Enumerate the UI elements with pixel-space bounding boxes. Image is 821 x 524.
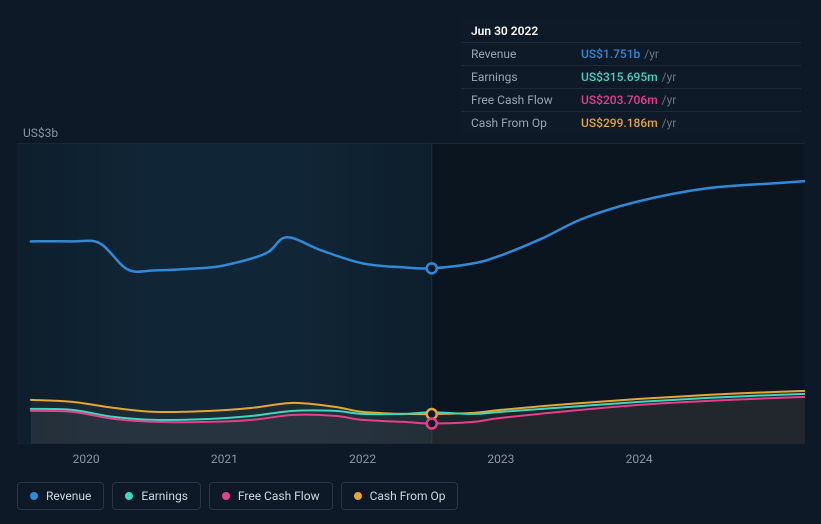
x-tick-2020: 2020 bbox=[73, 452, 100, 466]
tooltip-row-label: Cash From Op bbox=[471, 116, 581, 130]
tooltip-row: Cash From OpUS$299.186m/yr bbox=[461, 112, 801, 134]
tooltip-row-unit: /yr bbox=[644, 47, 659, 61]
x-tick-2023: 2023 bbox=[487, 452, 514, 466]
tooltip-row-value: US$299.186m bbox=[581, 116, 658, 130]
tooltip-row-label: Revenue bbox=[471, 47, 581, 61]
y-tick-label-top: US$3b bbox=[23, 126, 58, 140]
tooltip-row: Free Cash FlowUS$203.706m/yr bbox=[461, 89, 801, 112]
tooltip-row-unit: /yr bbox=[662, 70, 677, 84]
legend-dot-icon bbox=[222, 492, 230, 500]
legend-dot-icon bbox=[30, 492, 38, 500]
tooltip-row-value: US$1.751b bbox=[581, 47, 640, 61]
chart-legend: Revenue Earnings Free Cash Flow Cash From O… bbox=[17, 482, 458, 510]
chart-container: US$3b US$0 Past Analysts Forecasts 2020 … bbox=[0, 0, 821, 524]
legend-item-label: Earnings bbox=[141, 489, 188, 503]
tooltip-row: RevenueUS$1.751b/yr bbox=[461, 43, 801, 66]
tooltip-date: Jun 30 2022 bbox=[461, 18, 801, 43]
legend-item-cash-from-op[interactable]: Cash From Op bbox=[341, 482, 459, 510]
tooltip-row-label: Free Cash Flow bbox=[471, 93, 581, 107]
tooltip-row-unit: /yr bbox=[662, 93, 677, 107]
tooltip-row-value: US$315.695m bbox=[581, 70, 658, 84]
tooltip-row-value: US$203.706m bbox=[581, 93, 658, 107]
x-tick-2022: 2022 bbox=[349, 452, 376, 466]
legend-dot-icon bbox=[354, 492, 362, 500]
legend-dot-icon bbox=[125, 492, 133, 500]
legend-item-free-cash-flow[interactable]: Free Cash Flow bbox=[209, 482, 333, 510]
x-tick-2024: 2024 bbox=[626, 452, 653, 466]
legend-item-label: Cash From Op bbox=[370, 489, 446, 503]
legend-item-label: Revenue bbox=[46, 489, 91, 503]
tooltip-row: EarningsUS$315.695m/yr bbox=[461, 66, 801, 89]
legend-item-revenue[interactable]: Revenue bbox=[17, 482, 104, 510]
chart-plot-area[interactable] bbox=[17, 143, 805, 444]
tooltip-row-label: Earnings bbox=[471, 70, 581, 84]
x-tick-2021: 2021 bbox=[211, 452, 238, 466]
hover-tooltip: Jun 30 2022 RevenueUS$1.751b/yrEarningsU… bbox=[461, 18, 801, 134]
legend-item-earnings[interactable]: Earnings bbox=[112, 482, 201, 510]
legend-item-label: Free Cash Flow bbox=[238, 489, 320, 503]
tooltip-row-unit: /yr bbox=[662, 116, 677, 130]
